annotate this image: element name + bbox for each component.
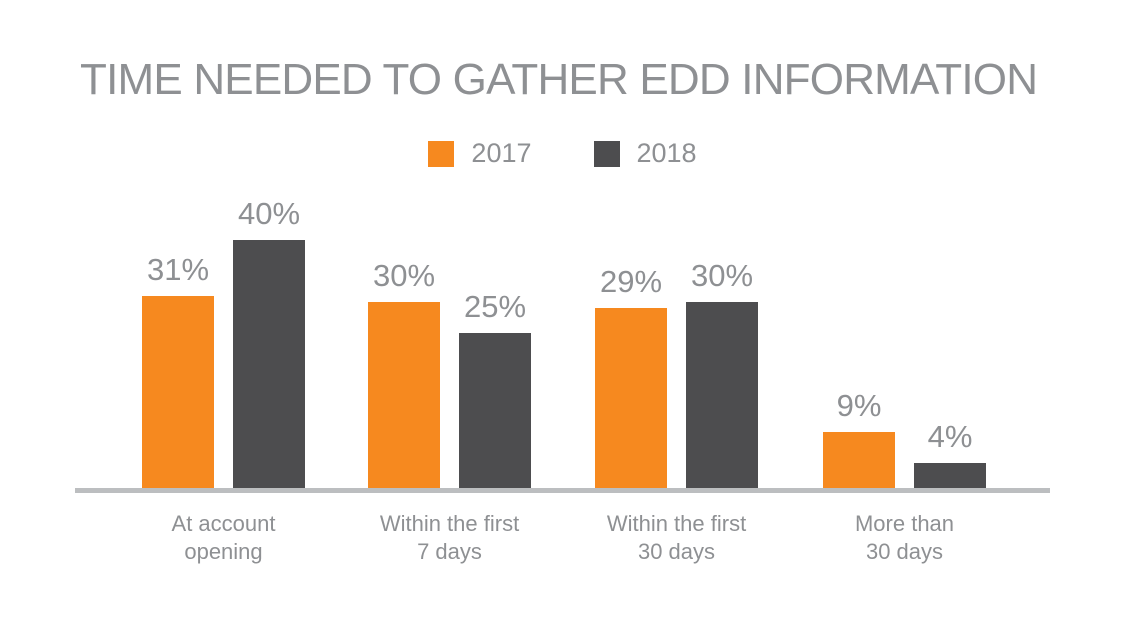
category-label-1: At account opening xyxy=(171,511,276,564)
bar-group-2: 30% 25% xyxy=(368,260,531,488)
data-label-2018-4: 4% xyxy=(927,419,973,454)
bar-group-4: 9% 4% xyxy=(823,390,986,488)
legend: 2017 2018 xyxy=(75,140,1050,167)
category-label-2: Within the first 7 days xyxy=(379,511,520,564)
bar-2017-2 xyxy=(368,302,440,488)
legend-label-2017: 2017 xyxy=(471,138,532,168)
data-label-2018-3: 30% xyxy=(690,258,754,293)
bar-column-2017-3: 29% xyxy=(595,266,667,488)
data-label-2018-2: 25% xyxy=(463,289,527,324)
bar-column-2018-3: 30% xyxy=(686,260,758,488)
legend-swatch-2018-icon xyxy=(593,140,620,167)
data-label-2017-1: 31% xyxy=(146,252,210,287)
bar-column-2018-2: 25% xyxy=(459,291,531,488)
bar-column-2017-1: 31% xyxy=(142,254,214,488)
category-label-3: Within the first 30 days xyxy=(606,511,747,564)
x-axis-line xyxy=(75,488,1050,493)
plot-area: TIME NEEDED TO GATHER EDD INFORMATION 20… xyxy=(75,0,1050,638)
bar-group-3: 29% 30% xyxy=(595,260,758,488)
bar-column-2018-4: 4% xyxy=(914,421,986,488)
bar-column-2018-1: 40% xyxy=(233,198,305,488)
data-label-2017-2: 30% xyxy=(372,258,436,293)
legend-item-2017: 2017 xyxy=(428,138,532,168)
bar-column-2017-2: 30% xyxy=(368,260,440,488)
bar-2018-3 xyxy=(686,302,758,488)
bar-2017-4 xyxy=(823,432,895,488)
data-label-2018-1: 40% xyxy=(237,196,301,231)
bar-column-2017-4: 9% xyxy=(823,390,895,488)
data-label-2017-3: 29% xyxy=(599,264,663,299)
legend-item-2018: 2018 xyxy=(593,138,697,168)
legend-label-2018: 2018 xyxy=(636,138,697,168)
legend-swatch-2017-icon xyxy=(428,140,455,167)
bar-group-1: 31% 40% xyxy=(142,198,305,488)
bar-2018-1 xyxy=(233,240,305,488)
bar-2017-3 xyxy=(595,308,667,488)
category-label-4: More than 30 days xyxy=(854,511,955,564)
bar-2018-4 xyxy=(914,463,986,488)
bar-2017-1 xyxy=(142,296,214,488)
bar-2018-2 xyxy=(459,333,531,488)
chart-title: TIME NEEDED TO GATHER EDD INFORMATION xyxy=(80,55,1038,104)
data-label-2017-4: 9% xyxy=(836,388,882,423)
